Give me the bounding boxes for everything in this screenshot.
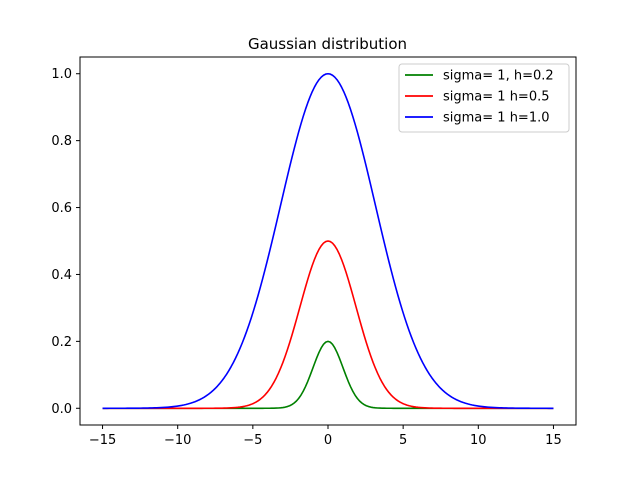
x-tick-label: 10 [470, 433, 487, 448]
y-tick-label: 0.4 [51, 268, 72, 283]
legend-label-1: sigma= 1, h=0.2 [443, 69, 554, 84]
y-tick-label: 0.6 [51, 201, 72, 216]
y-axis-ticks: 0.0 0.2 0.4 0.6 0.8 1.0 [51, 67, 80, 417]
legend-box [398, 63, 570, 133]
x-tick-label: −10 [164, 433, 191, 448]
chart-title: Gaussian distribution [248, 35, 407, 53]
series-layer [102, 72, 554, 410]
legend: sigma= 1, h=0.2 sigma= 1 h=0.5 sigma= 1 h=… [398, 63, 570, 133]
x-tick-label: 5 [399, 433, 407, 448]
legend-label-3: sigma= 1 h=1.0 [443, 111, 550, 126]
series-line-3 [102, 72, 554, 410]
x-tick-label: 15 [545, 433, 562, 448]
x-tick-label: −5 [243, 433, 262, 448]
y-tick-label: 1.0 [51, 67, 72, 82]
series-line-2 [102, 240, 554, 410]
y-tick-label: 0.0 [51, 402, 72, 417]
x-tick-label: −15 [89, 433, 116, 448]
y-tick-label: 0.8 [51, 134, 72, 149]
y-tick-label: 0.2 [51, 335, 72, 350]
legend-label-2: sigma= 1 h=0.5 [443, 90, 550, 105]
x-axis-ticks: −15 −10 −5 0 5 10 15 [89, 425, 562, 448]
x-tick-label: 0 [324, 433, 332, 448]
